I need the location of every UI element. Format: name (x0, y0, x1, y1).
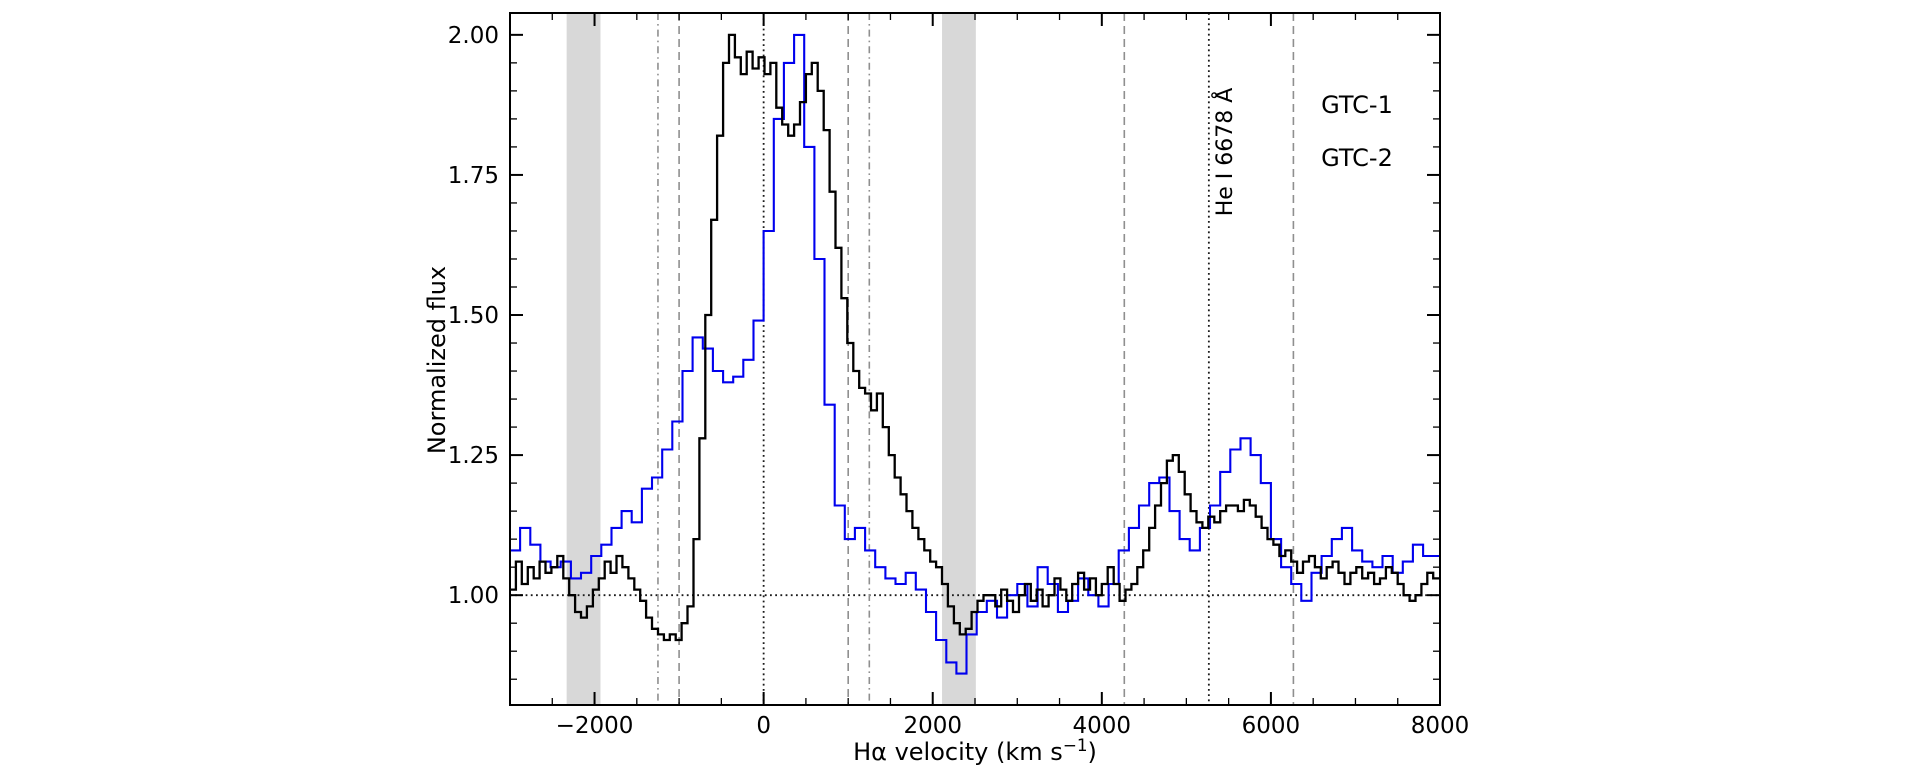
x-tick-label: 6000 (1242, 713, 1301, 739)
x-axis-label: Hα velocity (km s−1) (853, 735, 1097, 766)
series-layer (510, 33, 1440, 675)
shaded-band-0 (566, 13, 601, 705)
axes-ticks-layer: −2000 0 2000 4000 6000 8000 1.00 1.25 1.50 1.75 2.… (448, 13, 1469, 739)
x-axis-label-end: ) (1088, 738, 1097, 766)
x-axis-label-main: Hα velocity (km s (853, 738, 1063, 766)
x-tick-label: −2000 (556, 713, 634, 739)
series-gtc-1 (510, 33, 1440, 675)
plot-frame (509, 12, 1441, 706)
shaded-bands-layer (566, 13, 976, 705)
x-axis-label-superscript: −1 (1063, 735, 1088, 755)
x-tick-label: 4000 (1073, 713, 1132, 739)
x-tick-label: 8000 (1411, 713, 1470, 739)
y-tick-label: 1.00 (448, 583, 499, 609)
series-gtc-2 (510, 33, 1440, 642)
x-tick-label: 2000 (903, 713, 962, 739)
y-tick-label: 1.75 (448, 163, 499, 189)
legend-label-gtc1: GTC-1 (1321, 91, 1393, 119)
y-tick-label: 2.00 (448, 23, 499, 49)
reference-lines-layer (510, 13, 1440, 705)
x-tick-label: 0 (756, 713, 771, 739)
y-tick-label: 1.25 (448, 443, 499, 469)
legend-label-gtc2: GTC-2 (1321, 144, 1393, 172)
y-tick-label: 1.50 (448, 303, 499, 329)
y-axis-label: Normalized flux (423, 266, 451, 454)
heI-6678-annotation: He I 6678 Å (1211, 88, 1238, 217)
